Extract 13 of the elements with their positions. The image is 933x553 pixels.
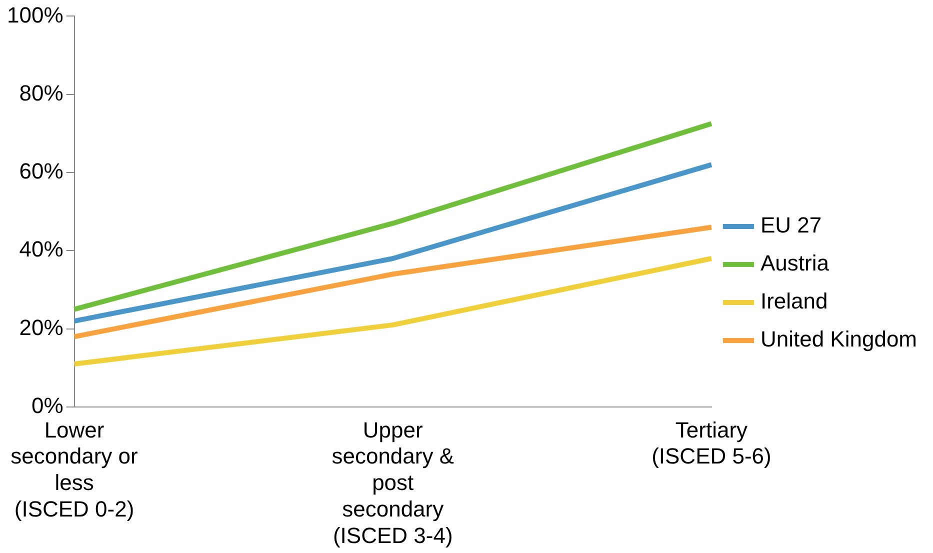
y-tick-label: 60% xyxy=(19,158,64,184)
y-tick-label: 100% xyxy=(6,2,64,28)
y-tick-label: 40% xyxy=(19,236,64,262)
y-tick-label: 20% xyxy=(19,314,64,340)
legend-label: EU 27 xyxy=(760,212,822,238)
y-tick-label: 0% xyxy=(31,393,64,418)
y-tick-label: 80% xyxy=(19,80,64,106)
legend-label: United Kingdom xyxy=(760,326,918,352)
legend-label: Austria xyxy=(760,250,830,276)
x-tick-label: Lower secondary or less (ISCED 0-2) xyxy=(10,417,138,522)
x-tick-label: Upper secondary & post secondary (ISCED 3-4) xyxy=(332,417,454,548)
legend-label: Ireland xyxy=(760,288,828,314)
x-tick-label: Tertiary (ISCED 5-6) xyxy=(652,417,772,469)
